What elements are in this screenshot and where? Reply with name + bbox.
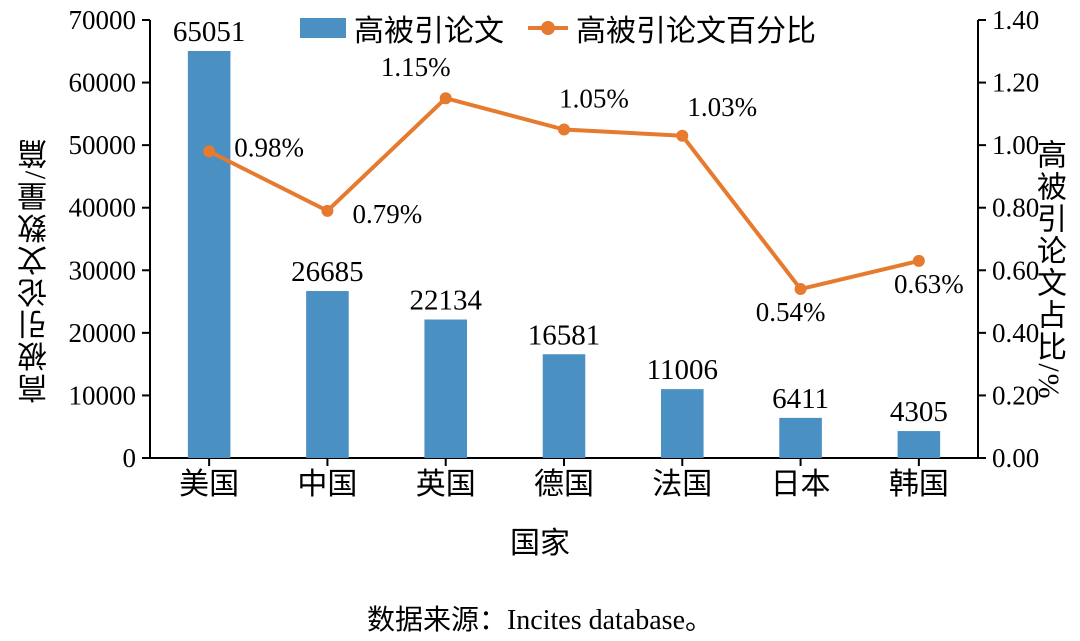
pct-value-label: 1.05% [559, 84, 629, 114]
bar-value-label: 65051 [173, 16, 246, 48]
bar [661, 389, 704, 458]
line-marker [913, 255, 925, 267]
y-right-tick: 0.00 [992, 443, 1039, 473]
legend-line-swatch [528, 26, 568, 30]
category-label: 德国 [534, 468, 594, 501]
y-left-tick: 0 [123, 443, 137, 473]
pct-value-label: 0.79% [353, 199, 423, 229]
category-label: 英国 [416, 468, 476, 501]
bar-value-label: 16581 [528, 319, 601, 351]
y-left-tick: 60000 [69, 68, 137, 98]
y-left-tick: 30000 [69, 255, 137, 285]
line-marker [676, 130, 688, 142]
x-axis-label: 国家 [0, 518, 1080, 562]
y-left-tick: 20000 [69, 318, 137, 348]
bar [188, 51, 231, 458]
y-left-axis-label: 高被引论文数量/篇 [14, 137, 58, 403]
category-label: 中国 [297, 468, 357, 501]
pct-value-label: 0.98% [234, 132, 304, 162]
legend-bar-label: 高被引论文 [354, 6, 504, 50]
y-left-tick: 70000 [69, 5, 137, 35]
y-right-axis-label: 高被引论文占比/% [1026, 139, 1070, 400]
line-marker [321, 205, 333, 217]
line-marker [440, 92, 452, 104]
category-label: 美国 [179, 468, 239, 501]
legend-line-label: 高被引论文百分比 [576, 6, 816, 50]
line-marker [558, 124, 570, 136]
line-marker [795, 283, 807, 295]
y-right-tick: 1.40 [992, 5, 1039, 35]
bar-value-label: 4305 [890, 396, 948, 428]
pct-value-label: 1.03% [687, 92, 757, 122]
caption: 数据来源：Incites database。 [0, 598, 1080, 638]
y-left-tick: 10000 [69, 380, 137, 410]
legend-bar-swatch [300, 18, 346, 38]
legend-line-item: 高被引论文百分比 [528, 6, 816, 50]
category-label: 韩国 [889, 468, 949, 501]
y-left-tick: 40000 [69, 193, 137, 223]
bar [306, 291, 349, 458]
y-right-tick: 1.20 [992, 68, 1039, 98]
legend-bar-item: 高被引论文 [300, 6, 504, 50]
category-label: 日本 [771, 468, 831, 501]
pct-value-label: 1.15% [381, 52, 451, 82]
bar [898, 431, 941, 458]
bar [543, 354, 586, 458]
pct-value-label: 0.54% [756, 297, 826, 327]
chart-svg: 0 10000 20000 30000 40000 50000 60000 70000 0.00… [0, 0, 1080, 560]
category-label: 法国 [652, 468, 712, 501]
bar [424, 320, 467, 458]
chart-container: 高被引论文 高被引论文百分比 0 10000 20000 30000 40000 5000… [0, 0, 1080, 641]
y-left-tick: 50000 [69, 130, 137, 160]
pct-value-label: 0.63% [894, 269, 964, 299]
legend: 高被引论文 高被引论文百分比 [300, 6, 816, 50]
bar [779, 418, 822, 458]
bar-value-label: 26685 [291, 256, 364, 288]
bar-value-label: 11006 [647, 354, 718, 386]
bar-value-label: 6411 [772, 383, 829, 415]
line-marker [203, 145, 215, 157]
bar-value-label: 22134 [409, 285, 482, 317]
